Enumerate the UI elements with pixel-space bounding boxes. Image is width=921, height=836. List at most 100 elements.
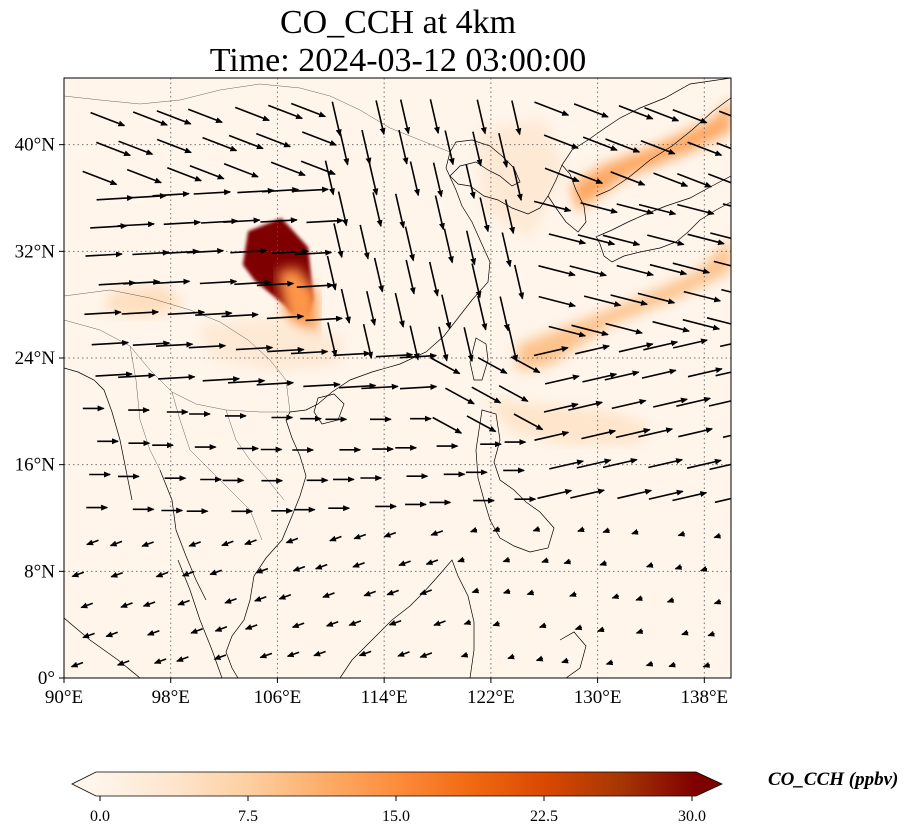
wind-arrow — [163, 219, 202, 226]
wind-arrow — [261, 186, 300, 193]
wind-arrow — [152, 278, 191, 285]
wind-arrow — [358, 650, 372, 657]
wind-arrow — [327, 322, 338, 358]
wind-arrow — [683, 290, 722, 303]
wind-arrow — [602, 234, 641, 247]
wind-arrow — [638, 203, 677, 216]
wind-arrow — [285, 537, 299, 544]
wind-arrow — [544, 167, 580, 183]
wind-arrow — [537, 488, 573, 500]
wind-arrow — [492, 620, 500, 627]
wind-arrow — [543, 134, 579, 149]
wind-arrow — [714, 497, 731, 504]
wind-arrow — [199, 278, 238, 285]
wind-arrow — [677, 173, 713, 188]
wind-arrow — [648, 458, 684, 469]
wind-arrow — [708, 173, 731, 184]
wind-arrow — [573, 103, 609, 118]
wind-arrow — [569, 591, 577, 597]
wind-arrow — [577, 526, 585, 533]
wind-arrow — [610, 171, 646, 186]
wind-arrow — [568, 400, 604, 411]
wind-arrow — [645, 660, 654, 667]
colorbar-tick-label: 7.5 — [238, 808, 258, 825]
wind-arrow — [213, 654, 227, 660]
wind-arrow — [499, 296, 510, 332]
lat-tick-label: 0° — [38, 668, 55, 689]
wind-arrow — [602, 458, 638, 469]
wind-arrow — [221, 311, 259, 318]
wind-arrow — [303, 381, 341, 388]
wind-arrow — [534, 101, 570, 116]
wind-arrow — [428, 261, 440, 297]
wind-arrow — [513, 264, 525, 300]
wind-arrow — [635, 595, 643, 601]
wind-arrow — [234, 106, 270, 122]
wind-arrow — [70, 661, 84, 668]
wind-arrow — [146, 629, 160, 636]
wind-arrow — [339, 382, 377, 389]
wind-arrow — [602, 527, 610, 534]
wind-arrow — [538, 265, 576, 277]
map-subtitle: Time: 2024-03-12 03:00:00 — [209, 42, 587, 79]
wind-arrow — [362, 324, 373, 359]
wind-arrow — [177, 599, 190, 606]
wind-arrow — [118, 140, 154, 155]
wind-arrow — [504, 199, 515, 235]
wind-arrow — [441, 294, 452, 330]
wind-arrow — [141, 541, 154, 547]
wind-arrow — [576, 458, 612, 469]
wind-arrow — [375, 352, 414, 359]
wind-arrow — [95, 371, 133, 378]
wind-arrow — [429, 99, 440, 135]
colorbar-tick-label: 22.5 — [530, 808, 558, 825]
wind-arrow — [363, 590, 376, 597]
wind-arrow — [337, 191, 348, 227]
wind-arrow — [132, 340, 171, 347]
wind-arrow — [234, 279, 272, 286]
wind-arrow — [189, 164, 225, 180]
wind-arrow — [386, 589, 399, 596]
wind-arrow — [463, 619, 472, 625]
lon-tick-label: 114°E — [361, 687, 408, 708]
wind-arrow — [156, 138, 192, 154]
wind-arrow — [110, 571, 123, 578]
wind-arrow — [502, 556, 511, 563]
wind-arrow — [677, 530, 686, 537]
wind-arrow — [616, 203, 655, 215]
wind-arrow — [235, 344, 274, 351]
wind-arrow — [271, 248, 310, 255]
wind-arrow — [96, 141, 132, 157]
wind-arrow — [167, 166, 203, 182]
wind-arrow — [121, 309, 160, 316]
wind-arrow — [394, 292, 405, 328]
lat-tick-label: 16°N — [15, 455, 56, 476]
wind-arrow — [640, 140, 676, 155]
wind-arrow — [618, 342, 654, 353]
wind-arrow — [443, 228, 454, 264]
wind-arrow — [498, 133, 509, 168]
wind-arrow — [511, 100, 522, 136]
wind-arrow — [575, 344, 610, 355]
wind-arrow — [457, 556, 465, 563]
wind-arrow — [687, 141, 723, 156]
colorbar-extend-low — [72, 772, 96, 796]
wind-arrow — [702, 662, 711, 668]
wind-arrow — [80, 602, 93, 609]
wind-arrow — [713, 598, 722, 605]
wind-arrow — [604, 370, 640, 381]
wind-arrow — [463, 327, 474, 363]
colorbar-label: CO_CCH (ppbv) — [768, 769, 899, 790]
wind-arrow — [223, 163, 259, 178]
wind-arrow — [361, 383, 399, 390]
wind-arrow — [471, 386, 502, 404]
wind-arrow — [419, 589, 432, 595]
wind-arrow — [126, 168, 162, 184]
wind-arrow — [616, 264, 655, 277]
wind-arrow — [153, 658, 167, 664]
wind-arrow — [526, 589, 535, 596]
wind-arrow — [561, 657, 569, 664]
wind-arrow — [652, 320, 690, 333]
lon-tick-label: 138°E — [680, 687, 728, 708]
wind-arrow — [359, 224, 370, 260]
